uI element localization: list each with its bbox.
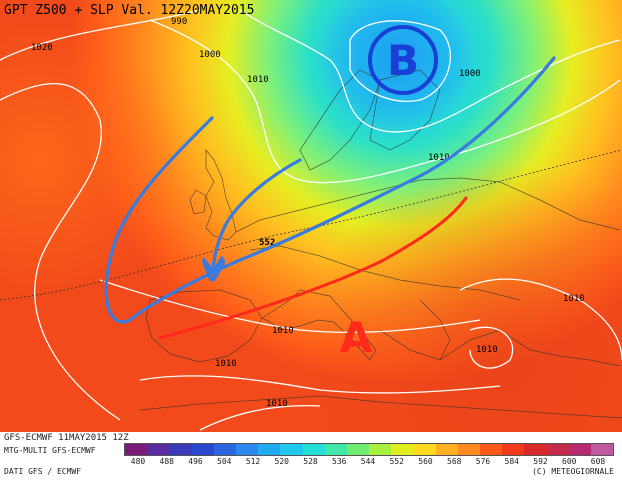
isobars (0, 9, 622, 431)
scale-swatch (302, 444, 325, 455)
scale-tick-label: 552 (389, 457, 404, 466)
scale-swatch (568, 444, 591, 455)
isobar-label-1010-africa: 1010 (215, 359, 237, 369)
scale-swatch (147, 444, 170, 455)
scale-tick-label: 536 (332, 457, 347, 466)
isobar-label-1010-baltic: 1010 (428, 153, 450, 163)
scale-tick-label: 576 (475, 457, 491, 466)
scale-tick-label: 528 (303, 457, 318, 466)
scale-swatch (480, 444, 503, 455)
weather-map: GPT Z500 + SLP Val. 12Z20MAY2015 990 100… (0, 0, 622, 432)
color-scale-ticks: 480 488 496 504 512 520 528 536 544 552 560 568 576 5… (124, 457, 612, 467)
scale-swatch (125, 444, 148, 455)
scale-tick-label: 520 (274, 457, 289, 466)
scale-swatch (413, 444, 436, 455)
scale-swatch (213, 444, 236, 455)
scale-tick-label: 504 (217, 457, 232, 466)
isobar-label-1020: 1020 (31, 43, 53, 53)
isobar-label-1000-russia: 1000 (459, 69, 481, 79)
scale-swatch (280, 444, 303, 455)
low-pressure-letter: B (387, 36, 419, 85)
scale-swatch (346, 444, 370, 455)
scale-tick-label: 560 (418, 457, 433, 466)
scale-swatch (235, 444, 259, 455)
scale-tick-label: 480 (130, 457, 146, 466)
scale-swatch (546, 444, 569, 455)
isobar-label-1010-britain: 1010 (247, 75, 269, 85)
scale-tick-label: 600 (562, 457, 577, 466)
scale-tick-label: 512 (245, 457, 261, 466)
scale-swatch (457, 444, 480, 455)
scale-swatch (191, 444, 214, 455)
scale-swatch (435, 444, 458, 455)
footer-product-line: MTG-MULTI GFS-ECMWF (4, 446, 96, 455)
ridge-line (158, 196, 468, 340)
scale-tick-label: 608 (590, 457, 606, 466)
footer-model-line: GFS-ECMWF 11MAY2015 12Z (4, 433, 129, 443)
isobar-label-1010-mediterranean: 1010 (272, 326, 294, 336)
scale-tick-label: 584 (504, 457, 519, 466)
isobar-label-1010-balkans: 1010 (476, 345, 498, 355)
low-pressure-symbol: B (368, 25, 438, 95)
map-footer: GFS-ECMWF 11MAY2015 12Z MTG-MULTI GFS-EC… (0, 432, 622, 480)
isobar-label-1010-east: 1010 (563, 294, 585, 304)
scale-tick-label: 544 (360, 457, 376, 466)
isobar-labels: 990 1000 1020 1010 1000 1010 552 1010 10… (31, 17, 585, 409)
scale-swatch (258, 444, 281, 455)
scale-swatch (391, 444, 414, 455)
scale-swatch (324, 444, 347, 455)
isobar-label-1010-sahara: 1010 (266, 399, 288, 409)
footer-copyright: (C) METEOGIORNALE (532, 467, 614, 476)
scale-swatch (524, 444, 547, 455)
isoheight-label-552: 552 (259, 238, 275, 248)
scale-swatch (369, 444, 392, 455)
high-pressure-letter: A (340, 313, 373, 362)
isobar-label-1000-atlantic: 1000 (199, 50, 221, 60)
scale-tick-label: 592 (533, 457, 548, 466)
scale-swatch (169, 444, 192, 455)
scale-tick-label: 568 (447, 457, 462, 466)
scale-tick-label: 488 (159, 457, 174, 466)
scale-tick-label: 496 (188, 457, 203, 466)
map-title: GPT Z500 + SLP Val. 12Z20MAY2015 (4, 3, 254, 18)
footer-data-line: DATI GFS / ECMWF (4, 467, 82, 476)
isoheight-552-line (0, 149, 622, 301)
scale-swatch (590, 444, 614, 455)
color-scale-bar (124, 443, 614, 456)
scale-swatch (502, 444, 525, 455)
isobar-label-990: 990 (171, 17, 187, 27)
trough-arrows (104, 56, 556, 324)
